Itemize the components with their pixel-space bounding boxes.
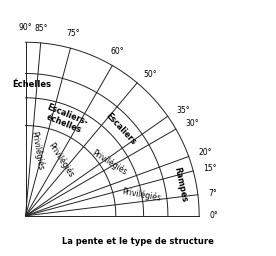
Text: Échelles: Échelles: [12, 80, 51, 89]
Text: 0°: 0°: [209, 211, 218, 220]
Text: 90°: 90°: [19, 23, 32, 32]
Text: La pente et le type de structure: La pente et le type de structure: [62, 237, 214, 246]
Text: Privilégiés: Privilégiés: [29, 131, 45, 171]
Text: 85°: 85°: [35, 24, 48, 33]
Text: 75°: 75°: [66, 29, 80, 38]
Text: Privilégiés: Privilégiés: [121, 186, 162, 202]
Text: 15°: 15°: [203, 164, 217, 173]
Text: Privilégiés: Privilégiés: [46, 141, 76, 179]
Text: Escaliers-
échelles: Escaliers- échelles: [42, 103, 89, 136]
Text: 20°: 20°: [198, 148, 212, 157]
Text: 7°: 7°: [208, 189, 217, 198]
Text: 50°: 50°: [144, 70, 158, 79]
Text: Privilégiés: Privilégiés: [90, 148, 128, 177]
Text: 30°: 30°: [185, 119, 198, 128]
Text: 35°: 35°: [176, 106, 190, 115]
Text: 60°: 60°: [111, 47, 124, 57]
Text: Escaliers: Escaliers: [103, 111, 137, 147]
Text: Rampes: Rampes: [172, 166, 189, 203]
